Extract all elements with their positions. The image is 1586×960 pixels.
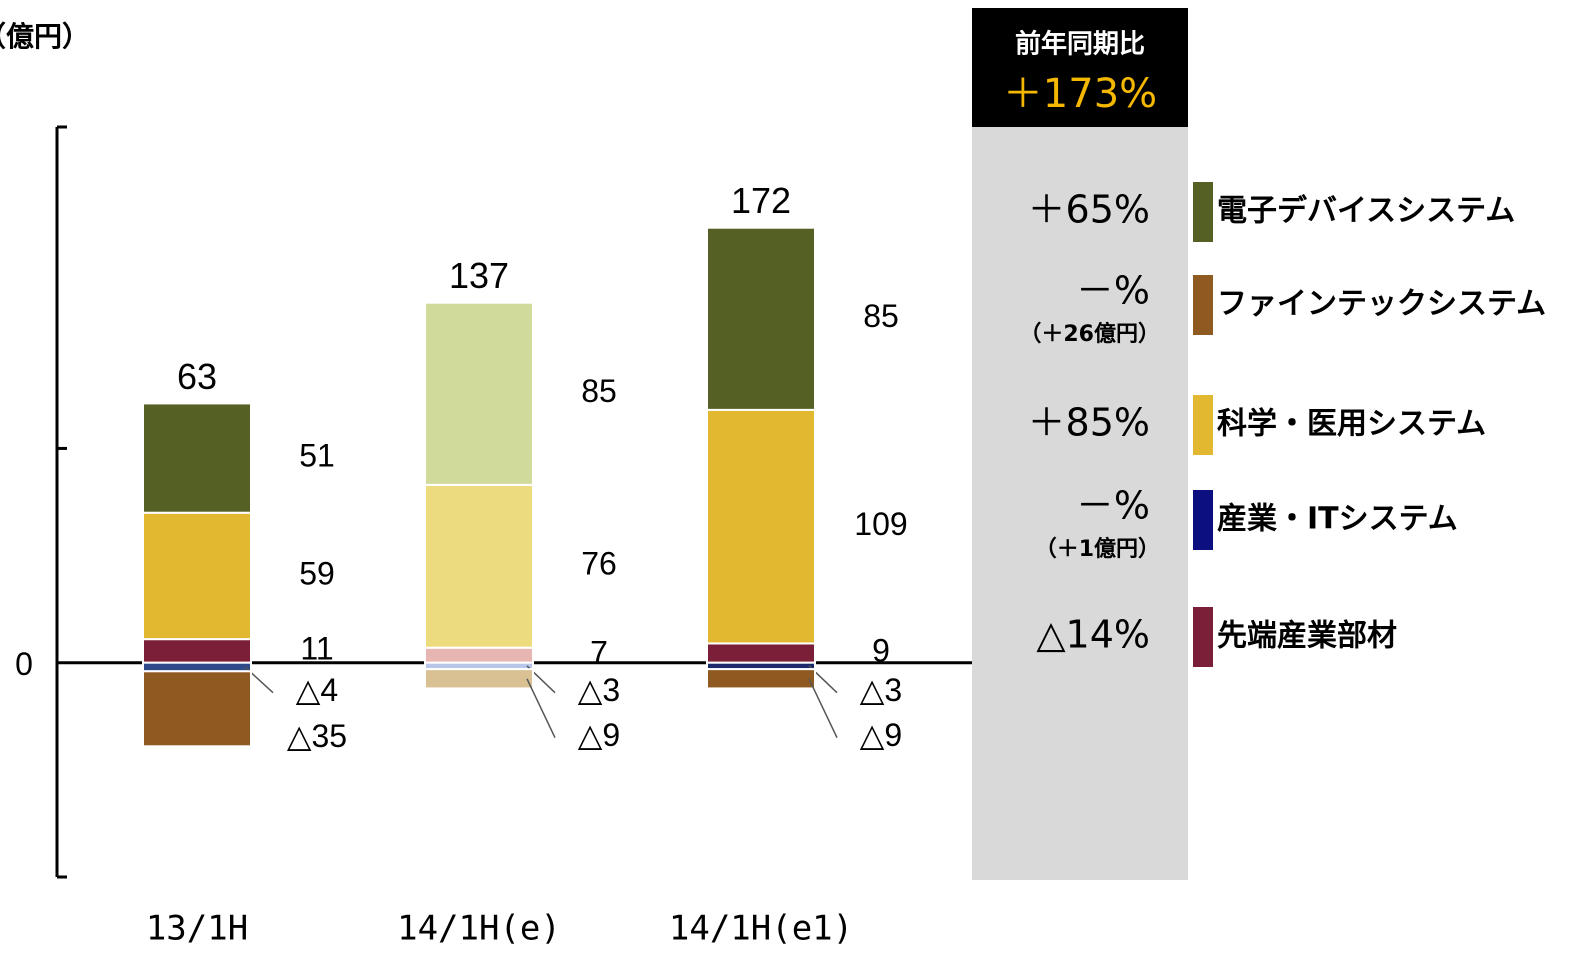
change-note: （＋1億円） [1035,536,1160,562]
value-label: 11 [300,630,333,666]
change-value: －% [1076,269,1150,313]
bar-segment [142,670,252,748]
legend-swatch [1193,490,1213,550]
leader-line [526,678,556,739]
y-tick-label: 0 [15,646,33,682]
value-label: △9 [578,717,620,753]
y-axis-label: （億円） [0,20,90,53]
comparison-total: ＋173% [1003,71,1157,117]
value-label: △35 [287,718,347,754]
change-value: ＋65% [1028,188,1150,232]
value-label: 51 [299,438,335,474]
bar-segment [142,661,252,673]
bar-segment [142,638,252,664]
legend-swatch [1193,607,1213,667]
comparison-header [972,8,1188,127]
comparison-panel [972,127,1188,880]
x-tick-label: 14/1H(e1) [669,909,853,949]
legend-label: 先端産業部材 [1217,619,1397,654]
x-tick-label: 13/1H [146,909,248,949]
total-label: 137 [449,255,509,296]
bar-segment [706,668,816,690]
legend-label: 電子デバイスシステム [1217,194,1515,229]
leader-line [808,678,838,739]
value-label: △4 [296,672,338,708]
value-label: △3 [578,672,620,708]
total-label: 172 [731,180,791,221]
legend-swatch [1193,275,1213,335]
value-label: 9 [872,633,890,669]
x-tick-label: 14/1H(e) [397,909,561,949]
bar-segment [142,402,252,514]
value-label: 85 [581,373,617,409]
bar-segment [424,646,534,664]
change-note: （＋26億円） [1019,321,1160,347]
total-label: 63 [177,356,217,397]
change-value: △14% [1036,613,1150,657]
bar-segment [424,483,534,649]
value-label: 85 [863,298,899,334]
legend-label: 産業・ITシステム [1217,502,1458,537]
comparison-title: 前年同期比 [1015,29,1145,60]
value-label: △3 [860,672,902,708]
bar-segment [142,511,252,641]
bar-segment [424,668,534,690]
legend-swatch [1193,395,1213,455]
value-label: 7 [590,635,608,671]
legend-label: 科学・医用システム [1217,407,1486,442]
bar-segment [706,408,816,645]
value-label: 109 [854,506,907,542]
bar-segment [706,226,816,411]
legend-swatch [1193,182,1213,242]
value-label: △9 [860,717,902,753]
change-value: －% [1076,484,1150,528]
bar-segment [424,301,534,486]
bar-segment [706,642,816,664]
legend-label: ファインテックシステム [1217,287,1546,322]
value-label: 59 [299,555,335,591]
value-label: 76 [581,546,617,582]
change-value: ＋85% [1028,401,1150,445]
